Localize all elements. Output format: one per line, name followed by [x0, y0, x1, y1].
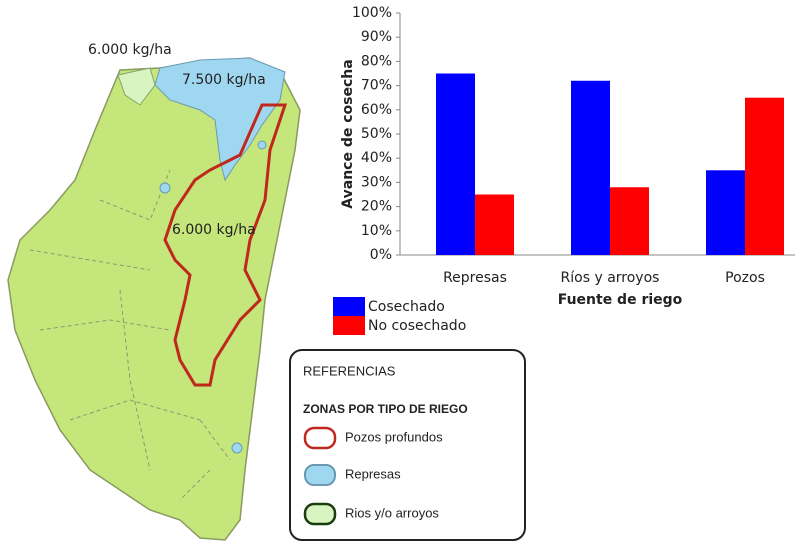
map: 6.000 kg/ha 7.500 kg/ha 6.000 kg/ha — [7, 42, 301, 541]
y-tick-label: 100% — [352, 5, 392, 21]
zone-pozos — [163, 103, 288, 387]
lake — [159, 182, 171, 194]
lake — [231, 442, 243, 454]
lake — [257, 140, 267, 150]
map-label: 7.500 kg/ha — [182, 72, 266, 88]
zone-represas — [154, 57, 286, 182]
bar — [436, 73, 475, 255]
references-item: Represas — [345, 466, 401, 481]
y-tick-label: 70% — [361, 78, 392, 94]
references-title: REFERENCIAS — [303, 363, 396, 378]
y-tick-label: 0% — [370, 247, 392, 263]
y-tick-label: 80% — [361, 53, 392, 69]
y-tick-label: 90% — [361, 29, 392, 45]
icon-pozos — [303, 426, 337, 450]
icon-rios — [303, 502, 337, 526]
references: REFERENCIAS ZONAS POR TIPO DE RIEGO Pozo… — [289, 349, 526, 541]
bar — [571, 80, 610, 255]
y-tick-label: 30% — [361, 174, 392, 190]
province — [7, 57, 301, 541]
y-tick-label: 40% — [361, 150, 392, 166]
bar-chart: Avance de cosecha Fuente de riego 0% 10% 2… — [333, 5, 795, 335]
legend-swatch — [333, 316, 365, 335]
bar — [610, 187, 649, 255]
x-tick-label: Pozos — [725, 270, 765, 286]
y-tick-label: 10% — [361, 223, 392, 239]
map-label: 6.000 kg/ha — [88, 42, 172, 58]
bar — [745, 97, 784, 255]
legend-swatch — [333, 297, 365, 316]
zone-rios — [117, 67, 156, 106]
y-tick-label: 50% — [361, 126, 392, 142]
x-tick-label: Ríos y arroyos — [561, 270, 660, 286]
map-label: 6.000 kg/ha — [172, 222, 256, 238]
bar — [475, 194, 514, 255]
x-axis-label: Fuente de riego — [558, 292, 683, 308]
references-item: Rios y/o arroyos — [345, 505, 439, 520]
legend-label: Cosechado — [368, 299, 445, 315]
references-item: Pozos profundos — [345, 429, 443, 444]
references-box — [289, 349, 526, 541]
dept-lines — [29, 169, 231, 501]
y-tick-label: 20% — [361, 199, 392, 215]
icon-represas — [304, 464, 336, 486]
y-tick-label: 60% — [361, 102, 392, 118]
x-tick-label: Represas — [443, 270, 507, 286]
legend-label: No cosechado — [368, 318, 466, 334]
bar — [706, 170, 745, 255]
y-axis-label: Avance de cosecha — [340, 59, 356, 208]
references-subtitle: ZONAS POR TIPO DE RIEGO — [303, 402, 468, 416]
